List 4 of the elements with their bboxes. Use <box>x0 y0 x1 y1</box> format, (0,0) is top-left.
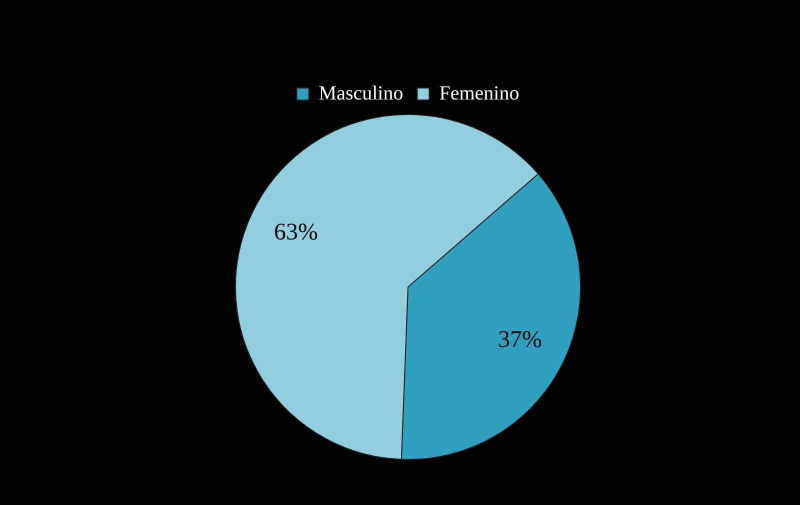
legend-label: Masculino <box>318 82 404 104</box>
data-label: 63% <box>274 220 318 246</box>
legend-label: Femenino <box>439 82 520 104</box>
data-label: 37% <box>498 326 542 353</box>
